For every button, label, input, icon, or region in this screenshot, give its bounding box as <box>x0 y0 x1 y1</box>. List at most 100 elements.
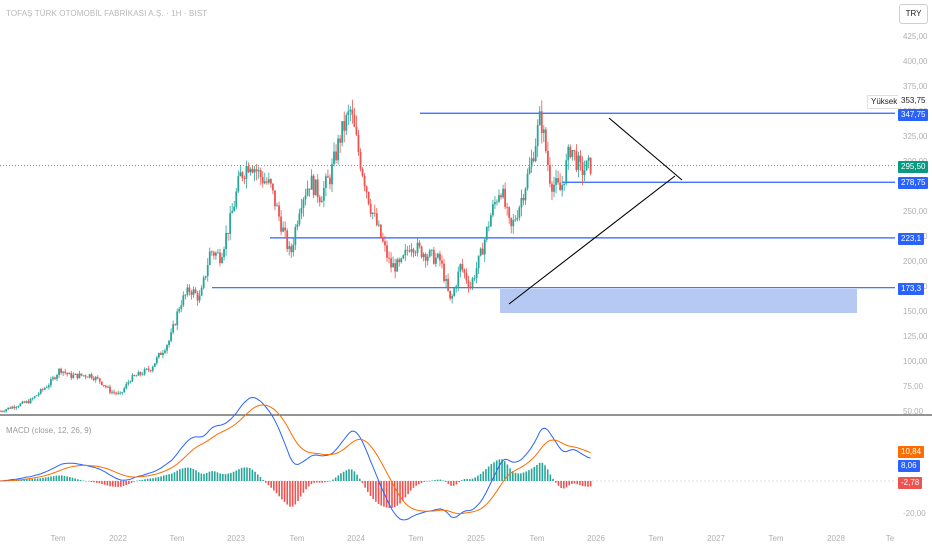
macd-histogram-bar <box>579 481 581 486</box>
macd-histogram-bar <box>581 481 584 486</box>
macd-histogram-bar <box>471 478 474 481</box>
candle-body <box>208 251 211 266</box>
candle-body <box>76 373 79 379</box>
candle-body <box>441 260 443 264</box>
macd-histogram-bar <box>367 481 369 492</box>
macd-histogram-bar <box>224 474 227 481</box>
macd-histogram-bar <box>138 480 141 481</box>
macd-histogram-bar <box>565 481 568 488</box>
candle-body <box>162 352 164 356</box>
macd-histogram-bar <box>82 480 85 482</box>
candle-body <box>465 272 468 281</box>
macd-histogram-bar <box>251 469 254 481</box>
macd-histogram-bar <box>69 477 71 481</box>
candle-body <box>9 407 12 409</box>
candle-body <box>347 111 350 116</box>
candle-body <box>402 255 405 259</box>
candle-body <box>349 109 352 112</box>
candle-body <box>331 164 333 185</box>
trendline[interactable] <box>508 175 676 305</box>
candle-body <box>237 176 240 192</box>
macd-histogram-bar <box>452 481 455 486</box>
macd-histogram-bar <box>101 481 103 484</box>
candle-body <box>5 409 8 412</box>
macd-histogram-bar <box>369 481 372 496</box>
candle-body <box>147 368 150 371</box>
candle-body <box>430 249 433 251</box>
candle-body <box>432 249 435 264</box>
candle-body <box>11 406 14 409</box>
candle-body <box>27 401 30 404</box>
candle-body <box>339 138 342 143</box>
macd-histogram-bar <box>289 481 291 507</box>
candle-body <box>567 146 570 161</box>
candle-body <box>141 374 144 376</box>
candle-body <box>473 278 476 279</box>
macd-histogram-bar <box>270 481 272 488</box>
macd-histogram-bar <box>297 481 299 501</box>
macd-histogram-bar <box>60 475 63 481</box>
time-tick-label: 2028 <box>827 534 845 543</box>
macd-histogram-bar <box>356 474 358 481</box>
candle-body <box>553 184 555 192</box>
candle-body <box>449 290 452 299</box>
candle-body <box>259 170 262 178</box>
macd-histogram-bar <box>286 481 289 505</box>
macd-histogram-bar <box>426 481 428 482</box>
macd-histogram-bar <box>415 481 417 486</box>
candle-body <box>263 181 266 184</box>
macd-histogram-bar <box>176 470 178 481</box>
candle-body <box>424 254 427 261</box>
macd-histogram-bar <box>358 478 361 481</box>
candle-body <box>335 151 337 161</box>
macd-histogram-bar <box>563 481 565 489</box>
candle-body <box>300 207 303 214</box>
currency-button[interactable]: TRY <box>899 4 928 24</box>
demand-zone[interactable] <box>500 289 857 313</box>
candle-body <box>272 183 274 191</box>
macd-histogram-bar <box>283 481 286 503</box>
macd-histogram-bar <box>573 481 576 484</box>
candle-body <box>172 324 175 333</box>
candle-body <box>119 392 122 394</box>
macd-histogram-bar <box>66 476 68 481</box>
time-tick-label: 2025 <box>467 534 485 543</box>
macd-histogram-bar <box>31 478 34 481</box>
macd-histogram-bar <box>256 474 259 481</box>
macd-histogram-bar <box>399 481 401 504</box>
candle-body <box>62 371 65 373</box>
candle-body <box>573 150 576 152</box>
candle-body <box>587 157 590 161</box>
candle-body <box>135 375 138 377</box>
candle-body <box>43 387 46 390</box>
candle-body <box>318 197 321 203</box>
candle-body <box>90 374 93 379</box>
macd-histogram-bar <box>568 481 570 486</box>
trendline[interactable] <box>608 117 683 181</box>
candle-body <box>31 398 34 400</box>
macd-histogram-bar <box>125 481 127 485</box>
macd-histogram-bar <box>42 477 44 481</box>
candle-body <box>41 389 44 390</box>
candle-body <box>274 190 276 207</box>
candle-body <box>549 164 551 184</box>
candle-body <box>386 245 388 258</box>
price-tick-label: 100,00 <box>903 357 928 366</box>
macd-histogram-bar <box>219 473 221 481</box>
candle-body <box>29 398 32 404</box>
candle-body <box>310 175 313 190</box>
candle-body <box>428 250 431 257</box>
time-tick-label: 2026 <box>587 534 605 543</box>
candle-body <box>469 286 472 288</box>
time-tick-label: Tem <box>768 534 783 543</box>
macd-histogram-bar <box>412 481 415 488</box>
time-tick-label: Te <box>886 534 895 543</box>
candle-body <box>422 254 425 258</box>
macd-histogram-bar <box>273 481 275 491</box>
candle-body <box>481 248 484 255</box>
candle-body <box>408 250 411 252</box>
macd-histogram-bar <box>509 468 511 481</box>
macd-histogram-bar <box>474 477 477 481</box>
candle-body <box>0 411 1 412</box>
